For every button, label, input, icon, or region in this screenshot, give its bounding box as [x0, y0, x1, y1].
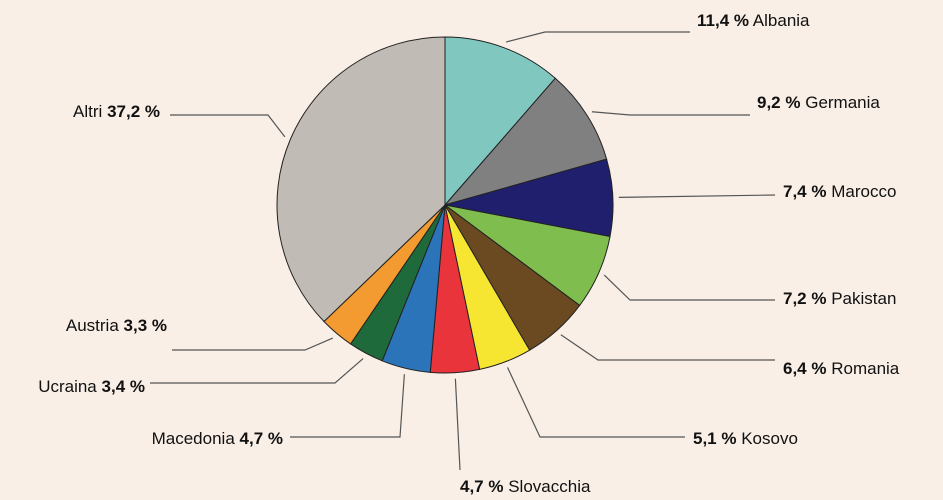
- label-value: 7,2 %: [783, 289, 826, 308]
- label-name: Austria: [66, 316, 119, 335]
- leader-line: [560, 334, 775, 361]
- leader-line: [150, 358, 364, 384]
- leader-line: [603, 274, 775, 301]
- label-name: Germania: [805, 93, 880, 112]
- label-value: 6,4 %: [783, 359, 826, 378]
- label-value: 37,2 %: [107, 102, 160, 121]
- leader-line: [290, 374, 405, 438]
- label-name: Kosovo: [741, 429, 798, 448]
- slice-label: Macedonia 4,7 %: [152, 429, 283, 448]
- pie-slice: [276, 36, 446, 323]
- label-value: 7,4 %: [783, 182, 826, 201]
- slice-label: Austria 3,3 %: [66, 316, 167, 335]
- label-value: 11,4 %: [697, 11, 749, 30]
- label-name: Slovacchia: [508, 477, 591, 496]
- slice-label: 5,1 % Kosovo: [693, 429, 798, 448]
- pie-slice: [443, 77, 608, 206]
- leader-line: [172, 337, 334, 351]
- label-value: 3,3 %: [124, 316, 167, 335]
- slice-label: 6,4 % Romania: [783, 359, 900, 378]
- leader-line: [454, 378, 461, 471]
- leader-line: [618, 194, 776, 198]
- label-name: Romania: [831, 359, 900, 378]
- slice-label: Altri 37,2 %: [73, 102, 160, 121]
- label-name: Ucraina: [38, 377, 97, 396]
- label-name: Macedonia: [152, 429, 236, 448]
- pie-slice: [444, 36, 557, 207]
- label-value: 4,7 %: [460, 477, 503, 496]
- label-name: Altri: [73, 102, 102, 121]
- slice-label: 11,4 % Albania: [697, 11, 810, 30]
- label-name: Albania: [753, 11, 810, 30]
- slice-label: 7,2 % Pakistan: [783, 289, 896, 308]
- slice-label: 4,7 % Slovacchia: [460, 477, 591, 496]
- leader-line: [591, 111, 750, 116]
- label-value: 4,7 %: [240, 429, 283, 448]
- leader-line: [505, 31, 690, 43]
- leader-line: [506, 367, 685, 438]
- label-value: 3,4 %: [102, 377, 145, 396]
- label-value: 9,2 %: [757, 93, 800, 112]
- label-value: 5,1 %: [693, 429, 736, 448]
- slice-label: 7,4 % Marocco: [783, 182, 896, 201]
- slice-label: Ucraina 3,4 %: [38, 377, 145, 396]
- label-name: Pakistan: [831, 289, 896, 308]
- leader-line: [170, 114, 286, 138]
- label-name: Marocco: [831, 182, 896, 201]
- slice-label: 9,2 % Germania: [757, 93, 880, 112]
